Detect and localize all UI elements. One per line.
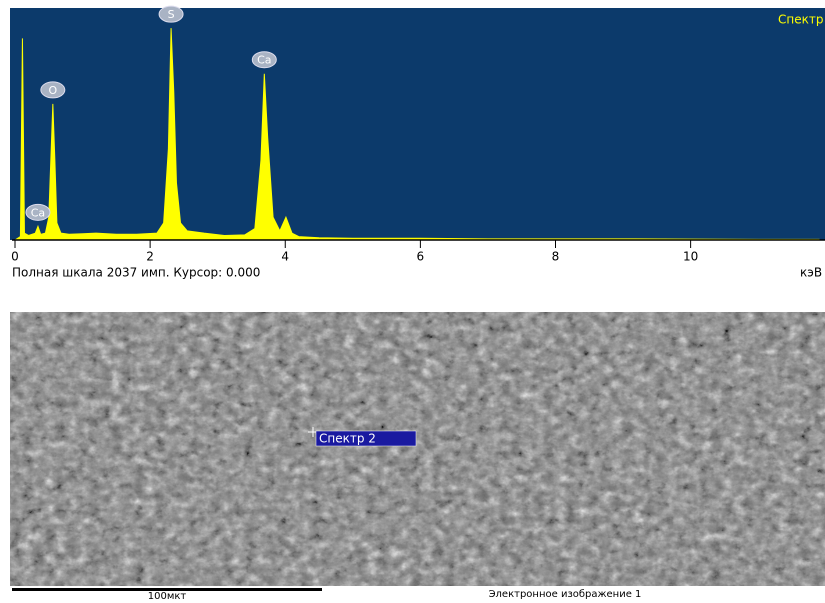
- x-tick-label: 8: [552, 250, 560, 264]
- x-unit: кэВ: [800, 266, 822, 280]
- peak-label: S: [168, 8, 175, 21]
- x-tick-label: 4: [281, 250, 289, 264]
- scale-label: 100мкт: [148, 591, 187, 599]
- page: Спектр 2 Полная шкала 2037 имп. Курсор: …: [0, 0, 825, 599]
- caption: Электронное изображение 1: [489, 589, 642, 599]
- x-tick-label: 6: [417, 250, 425, 264]
- x-tick-label: 10: [683, 250, 698, 264]
- spectrum-title: Спектр 2: [778, 13, 825, 27]
- status: Полная шкала 2037 имп. Курсор: 0.000: [12, 266, 260, 280]
- peak-label: Ca: [31, 206, 45, 219]
- x-tick-label: 0: [11, 250, 19, 264]
- plot-background: [10, 8, 825, 240]
- peak-label: Ca: [257, 54, 271, 67]
- marker-label: Спектр 2: [319, 432, 376, 446]
- x-tick-label: 2: [146, 250, 154, 264]
- peak-label: O: [48, 84, 57, 97]
- sem-image: [10, 312, 825, 586]
